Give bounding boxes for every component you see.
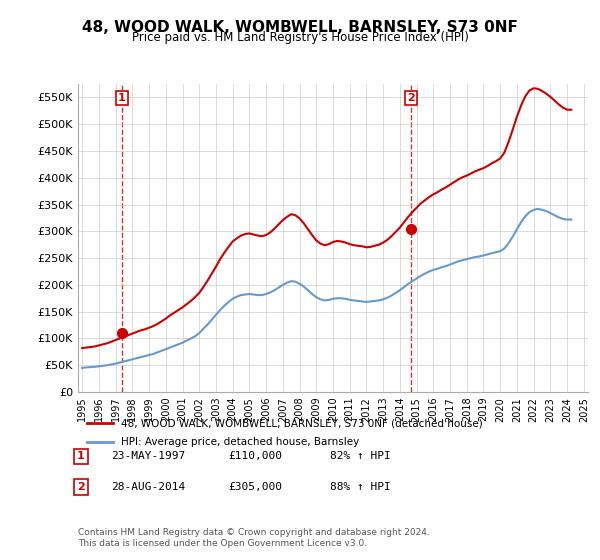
Text: 23-MAY-1997: 23-MAY-1997: [111, 451, 185, 461]
Text: 1: 1: [77, 451, 85, 461]
Text: £110,000: £110,000: [228, 451, 282, 461]
Text: 48, WOOD WALK, WOMBWELL, BARNSLEY, S73 0NF (detached house): 48, WOOD WALK, WOMBWELL, BARNSLEY, S73 0…: [121, 418, 483, 428]
Text: 48, WOOD WALK, WOMBWELL, BARNSLEY, S73 0NF: 48, WOOD WALK, WOMBWELL, BARNSLEY, S73 0…: [82, 20, 518, 35]
Text: 1: 1: [118, 93, 126, 103]
Text: 2: 2: [77, 482, 85, 492]
Text: Contains HM Land Registry data © Crown copyright and database right 2024.
This d: Contains HM Land Registry data © Crown c…: [78, 528, 430, 548]
Text: 82% ↑ HPI: 82% ↑ HPI: [330, 451, 391, 461]
Text: 28-AUG-2014: 28-AUG-2014: [111, 482, 185, 492]
Text: Price paid vs. HM Land Registry's House Price Index (HPI): Price paid vs. HM Land Registry's House …: [131, 31, 469, 44]
Text: HPI: Average price, detached house, Barnsley: HPI: Average price, detached house, Barn…: [121, 437, 359, 447]
Text: 88% ↑ HPI: 88% ↑ HPI: [330, 482, 391, 492]
Text: £305,000: £305,000: [228, 482, 282, 492]
Text: 2: 2: [407, 93, 415, 103]
